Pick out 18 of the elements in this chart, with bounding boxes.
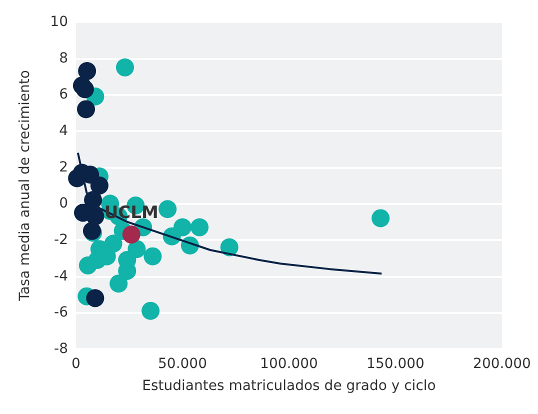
x-tick-label: 150.000: [366, 356, 424, 372]
y-tick-label: 10: [50, 14, 68, 30]
series-label: UCLM: [104, 203, 158, 224]
y-tick-label: 4: [59, 123, 68, 139]
y-tick-label: 6: [59, 86, 68, 103]
y-tick-label: -2: [54, 232, 68, 248]
y-tick-label: -8: [54, 341, 68, 357]
y-tick-label: 8: [59, 50, 68, 66]
y-tick-label: -4: [54, 268, 68, 284]
y-tick-label: 2: [59, 159, 68, 176]
x-tick-label: 50.000: [158, 356, 207, 372]
y-tick-label: -6: [54, 304, 68, 321]
x-tick-label: 200.000: [473, 356, 531, 372]
y-tick-label: 0: [59, 196, 68, 212]
x-tick-label: 100.000: [260, 356, 318, 372]
x-axis-title: Estudiantes matriculados de grado y ciclo: [142, 378, 436, 394]
y-axis-title: Tasa media anual de crecimiento: [17, 70, 33, 302]
x-tick-label: 0: [72, 356, 80, 372]
